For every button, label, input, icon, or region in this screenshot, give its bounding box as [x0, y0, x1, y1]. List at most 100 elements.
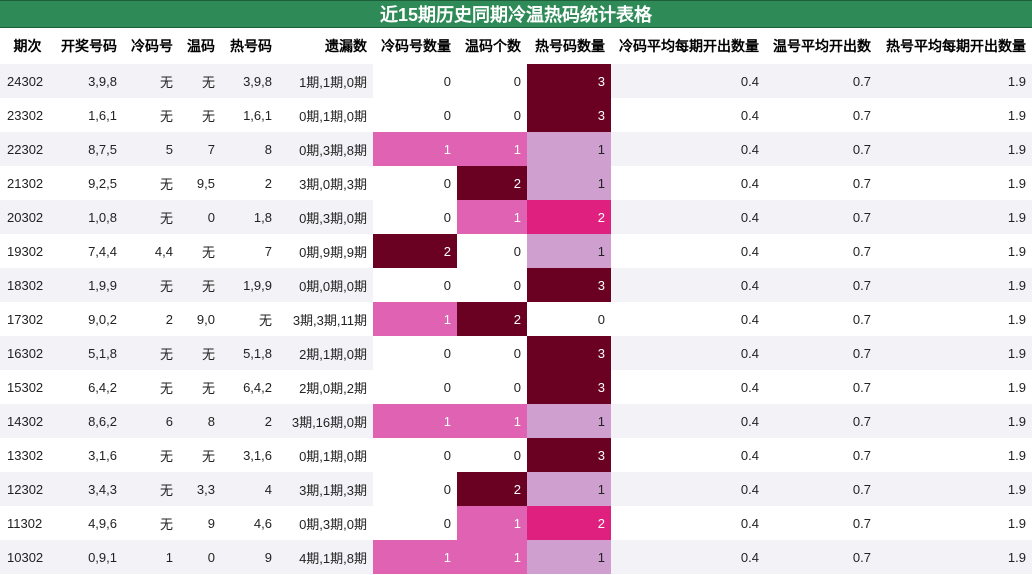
table-cell: 0: [373, 98, 457, 132]
column-header[interactable]: 温码: [179, 28, 221, 64]
table-cell: 0: [457, 438, 527, 472]
table-cell: 19302: [0, 234, 54, 268]
table-cell: 无: [123, 370, 179, 404]
column-header[interactable]: 遗漏数: [278, 28, 373, 64]
table-cell: 3,9,8: [54, 64, 123, 98]
table-cell: 5,1,8: [221, 336, 278, 370]
column-header[interactable]: 期次: [0, 28, 54, 64]
table-cell: 1,8: [221, 200, 278, 234]
table-cell: 0: [373, 166, 457, 200]
table-cell: 无: [123, 336, 179, 370]
table-cell: 0.4: [611, 370, 765, 404]
table-cell: 21302: [0, 166, 54, 200]
table-cell: 14302: [0, 404, 54, 438]
table-cell: 1: [527, 234, 611, 268]
table-cell: 0.4: [611, 268, 765, 302]
table-cell: 0期,9期,9期: [278, 234, 373, 268]
table-cell: 无: [123, 472, 179, 506]
table-cell: 15302: [0, 370, 54, 404]
table-cell: 无: [179, 98, 221, 132]
table-cell: 1: [457, 404, 527, 438]
table-cell: 3,1,6: [221, 438, 278, 472]
table-cell: 1.9: [877, 404, 1032, 438]
table-cell: 0: [179, 540, 221, 574]
table-body: 24302 3,9,8 无无 3,9,8 1期,1期,0期 0 0 3 0.4 0.7 1.9 233…: [0, 64, 1032, 574]
table-row: 23302 1,6,1 无无 1,6,1 0期,1期,0期 0 0 3 0.4 0.7 1.9: [0, 98, 1032, 132]
table-row: 14302 8,6,2 6 8 2 3期,16期,0期 1 1 1 0.4 0.7 1.9: [0, 404, 1032, 438]
table-cell: 无: [123, 506, 179, 540]
table-cell: 0: [373, 370, 457, 404]
table-cell: 1: [527, 166, 611, 200]
table-cell: 1: [527, 404, 611, 438]
table-cell: 2: [457, 166, 527, 200]
table-cell: 9: [179, 506, 221, 540]
table-cell: 0.4: [611, 540, 765, 574]
table-cell: 1.9: [877, 234, 1032, 268]
table-cell: 1,6,1: [221, 98, 278, 132]
table-cell: 1.9: [877, 64, 1032, 98]
table-cell: 0期,3期,0期: [278, 506, 373, 540]
table-cell: 5,1,8: [54, 336, 123, 370]
table-cell: 3: [527, 268, 611, 302]
column-header[interactable]: 开奖号码: [54, 28, 123, 64]
table-cell: 0: [527, 302, 611, 336]
table-cell: 0.7: [765, 472, 877, 506]
table-cell: 18302: [0, 268, 54, 302]
table-cell: 0.4: [611, 234, 765, 268]
table-cell: 8: [221, 132, 278, 166]
table-cell: 0期,0期,0期: [278, 268, 373, 302]
stats-table: 期次 开奖号码 冷码号 温码 热号码 遗漏数 冷码号数量 温码个数 热号码数量 冷码平均每期开出数…: [0, 28, 1032, 574]
table-cell: 8,7,5: [54, 132, 123, 166]
column-header[interactable]: 冷码号: [123, 28, 179, 64]
table-cell: 无: [123, 268, 179, 302]
table-cell: 3期,16期,0期: [278, 404, 373, 438]
table-cell: 1: [457, 132, 527, 166]
column-header[interactable]: 温号平均开出数: [765, 28, 877, 64]
table-cell: 2: [527, 506, 611, 540]
table-row: 21302 9,2,5 无 9,5 2 3期,0期,3期 0 2 1 0.4 0.7 1.9: [0, 166, 1032, 200]
table-cell: 1,9,9: [221, 268, 278, 302]
table-cell: 0.7: [765, 200, 877, 234]
table-cell: 0,9,1: [54, 540, 123, 574]
column-header[interactable]: 冷码号数量: [373, 28, 457, 64]
table-cell: 1: [527, 132, 611, 166]
column-header[interactable]: 温码个数: [457, 28, 527, 64]
table-cell: 无: [123, 64, 179, 98]
table-cell: 0.7: [765, 268, 877, 302]
table-cell: 9,2,5: [54, 166, 123, 200]
table-cell: 1.9: [877, 268, 1032, 302]
table-cell: 1.9: [877, 166, 1032, 200]
table-cell: 6,4,2: [54, 370, 123, 404]
table-row: 19302 7,4,4 4,4 无 7 0期,9期,9期 2 0 1 0.4 0.7 1.9: [0, 234, 1032, 268]
column-header[interactable]: 热号平均每期开出数量: [877, 28, 1032, 64]
table-cell: 0: [457, 336, 527, 370]
table-cell: 4: [221, 472, 278, 506]
table-cell: 0.4: [611, 472, 765, 506]
table-cell: 0.7: [765, 506, 877, 540]
table-cell: 3: [527, 438, 611, 472]
table-cell: 0: [373, 64, 457, 98]
column-header[interactable]: 冷码平均每期开出数量: [611, 28, 765, 64]
table-row: 24302 3,9,8 无无 3,9,8 1期,1期,0期 0 0 3 0.4 0.7 1.9: [0, 64, 1032, 98]
table-cell: 0.4: [611, 64, 765, 98]
table-cell: 无: [221, 302, 278, 336]
table-cell: 2: [221, 404, 278, 438]
column-header[interactable]: 热号码: [221, 28, 278, 64]
table-cell: 1: [373, 540, 457, 574]
table-cell: 1: [527, 472, 611, 506]
table-cell: 1,0,8: [54, 200, 123, 234]
table-row: 10302 0,9,1 1 0 9 4期,1期,8期 1 1 1 0.4 0.7 1.9: [0, 540, 1032, 574]
table-cell: 3: [527, 98, 611, 132]
table-cell: 16302: [0, 336, 54, 370]
table-cell: 13302: [0, 438, 54, 472]
table-cell: 1: [373, 404, 457, 438]
table-cell: 3期,0期,3期: [278, 166, 373, 200]
table-cell: 2: [373, 234, 457, 268]
table-cell: 无: [179, 370, 221, 404]
column-header[interactable]: 热号码数量: [527, 28, 611, 64]
table-cell: 20302: [0, 200, 54, 234]
table-cell: 23302: [0, 98, 54, 132]
table-cell: 0: [457, 370, 527, 404]
table-cell: 1: [373, 132, 457, 166]
table-cell: 3期,1期,3期: [278, 472, 373, 506]
